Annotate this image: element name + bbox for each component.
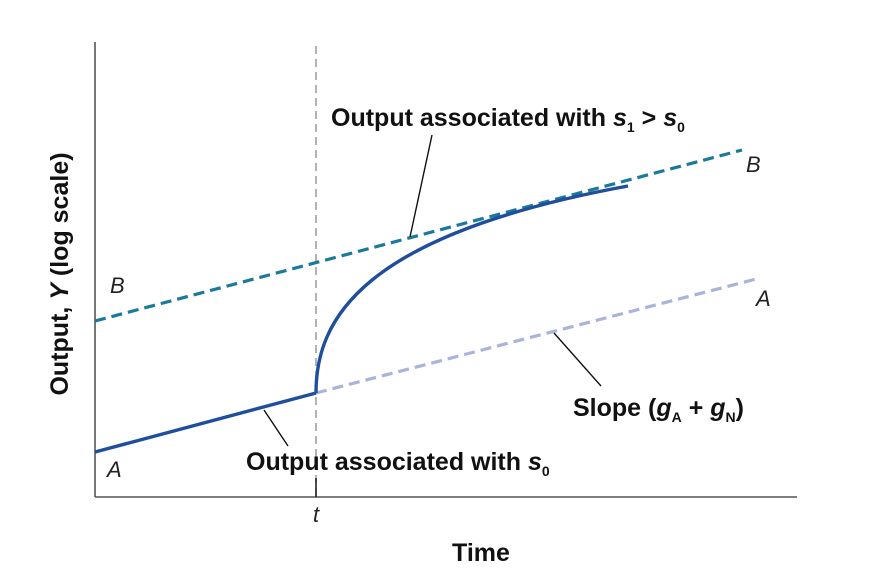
- annotation-slope: Slope (gA + gN): [573, 394, 744, 425]
- s1-leader-line: [409, 134, 433, 238]
- label-b-left: B: [110, 273, 125, 298]
- slope-leader-line: [553, 332, 602, 387]
- transition-curve: [314, 184, 629, 394]
- label-a-left: A: [105, 457, 122, 482]
- label-b-right: B: [746, 152, 761, 177]
- path-a-extension-line: [315, 277, 757, 395]
- label-a-right: A: [754, 286, 771, 311]
- path-a-solid-line: [94, 391, 317, 454]
- s0-leader-line: [263, 409, 289, 447]
- path-b-line: [94, 148, 743, 323]
- annotation-s1: Output associated with s1 > s0: [331, 104, 685, 135]
- t-label: t: [313, 502, 320, 527]
- annotation-s0: Output associated with s0: [246, 448, 550, 479]
- y-axis-label: Output, Y (log scale): [46, 152, 74, 395]
- x-axis-label: Time: [452, 539, 510, 567]
